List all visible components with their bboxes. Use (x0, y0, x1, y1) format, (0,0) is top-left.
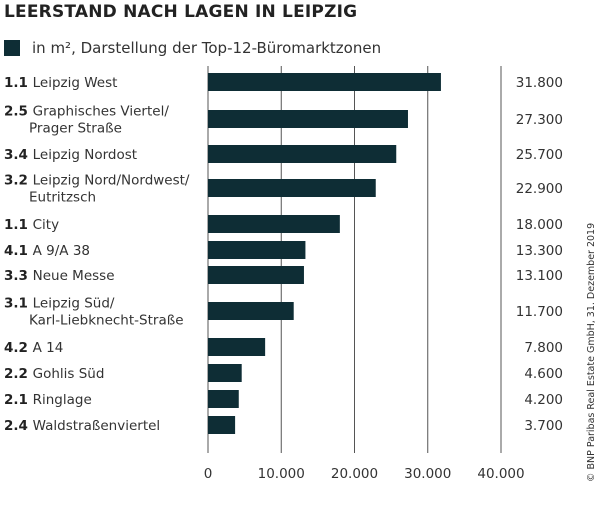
category-name: Leipzig Nord/Nordwest/ (33, 173, 190, 189)
category-name: City (33, 217, 59, 233)
category-label: 3.3 Neue Messe (4, 268, 115, 284)
category-label: 4.2 A 14 (4, 340, 63, 356)
category-code: 3.4 (4, 147, 33, 163)
category-label: 3.1 Leipzig Süd/Karl-Liebknecht-Straße (4, 296, 184, 329)
category-code: 4.1 (4, 243, 33, 259)
category-label: 3.2 Leipzig Nord/Nordwest/Eutritzsch (4, 173, 190, 206)
bar (208, 302, 294, 320)
value-label: 11.700 (516, 304, 563, 320)
value-label: 7.800 (524, 340, 563, 356)
bar (208, 390, 239, 408)
legend: in m², Darstellung der Top-12-Büromarktz… (4, 39, 381, 57)
category-name: Neue Messe (33, 268, 115, 284)
legend-label: in m², Darstellung der Top-12-Büromarktz… (32, 39, 382, 57)
category-name: Waldstraßenviertel (33, 418, 161, 434)
bar (208, 215, 340, 233)
category-label: 1.1 City (4, 217, 59, 233)
bar (208, 416, 236, 434)
category-code: 3.3 (4, 268, 33, 284)
category-name: Graphisches Viertel/ (33, 104, 170, 120)
category-code: 2.5 (4, 104, 33, 120)
value-label: 25.700 (516, 147, 563, 163)
legend-swatch (4, 40, 20, 56)
bar (208, 338, 266, 356)
category-code: 2.2 (4, 366, 33, 382)
category-label: 4.1 A 9/A 38 (4, 243, 90, 259)
x-tick-label: 0 (204, 466, 213, 482)
category-code: 3.1 (4, 296, 33, 312)
bar (208, 266, 304, 284)
category-name: Leipzig Nordost (33, 147, 137, 163)
x-tick-label: 40.000 (477, 466, 524, 482)
category-code: 4.2 (4, 340, 33, 356)
bar (208, 241, 306, 259)
category-name: A 9/A 38 (33, 243, 90, 259)
category-name: Gohlis Süd (33, 366, 105, 382)
chart-title: LEERSTAND NACH LAGEN IN LEIPZIG (4, 2, 358, 22)
category-label: 2.5 Graphisches Viertel/Prager Straße (4, 104, 169, 137)
category-code: 2.4 (4, 418, 33, 434)
value-label: 3.700 (524, 418, 563, 434)
x-tick-label: 10.000 (258, 466, 305, 482)
value-label: 31.800 (516, 75, 563, 91)
x-tick-label: 20.000 (331, 466, 378, 482)
category-name: Leipzig West (33, 75, 118, 91)
value-label: 27.300 (516, 112, 563, 128)
category-name: Eutritzsch (29, 190, 96, 206)
bar (208, 73, 441, 91)
bar (208, 110, 408, 128)
category-name: Ringlage (33, 392, 92, 408)
category-name: Karl-Liebknecht-Straße (29, 313, 184, 329)
category-name: Leipzig Süd/ (33, 296, 115, 312)
value-label: 13.300 (516, 243, 563, 259)
x-tick-label: 30.000 (404, 466, 451, 482)
category-code: 1.1 (4, 75, 33, 91)
value-label: 18.000 (516, 217, 563, 233)
category-label: 3.4 Leipzig Nordost (4, 147, 137, 163)
category-label: 1.1 Leipzig West (4, 75, 117, 91)
value-label: 4.600 (524, 366, 563, 382)
category-code: 3.2 (4, 173, 33, 189)
category-label: 2.2 Gohlis Süd (4, 366, 104, 382)
source-note: © BNP Paribas Real Estate GmbH, 31. Deze… (586, 223, 597, 482)
category-label: 2.1 Ringlage (4, 392, 92, 408)
bar (208, 179, 376, 197)
value-label: 22.900 (516, 181, 563, 197)
category-name: Prager Straße (29, 121, 122, 137)
bar (208, 364, 242, 382)
category-label: 2.4 Waldstraßenviertel (4, 418, 160, 434)
value-label: 13.100 (516, 268, 563, 284)
category-name: A 14 (33, 340, 64, 356)
category-code: 1.1 (4, 217, 33, 233)
value-label: 4.200 (524, 392, 563, 408)
bar (208, 145, 397, 163)
category-code: 2.1 (4, 392, 33, 408)
